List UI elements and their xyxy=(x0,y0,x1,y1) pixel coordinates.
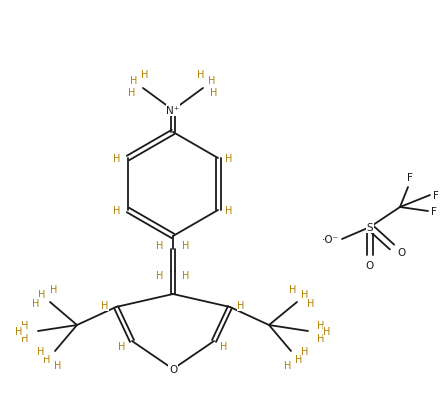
Text: H: H xyxy=(54,360,62,370)
Text: H: H xyxy=(317,333,325,343)
Text: H: H xyxy=(39,289,46,299)
Text: H: H xyxy=(37,346,45,356)
Text: H: H xyxy=(113,154,121,164)
Text: H: H xyxy=(225,206,233,216)
Text: H: H xyxy=(208,76,215,86)
Text: H: H xyxy=(323,326,331,336)
Text: H: H xyxy=(128,88,136,98)
Text: H: H xyxy=(220,341,228,351)
Text: H: H xyxy=(141,70,149,80)
Text: H: H xyxy=(182,240,190,250)
Text: H: H xyxy=(43,354,51,364)
Text: S: S xyxy=(366,223,373,233)
Text: H: H xyxy=(302,289,309,299)
Text: H: H xyxy=(237,300,245,310)
Text: O: O xyxy=(169,364,177,374)
Text: H: H xyxy=(317,320,325,330)
Text: H: H xyxy=(113,206,121,216)
Text: H: H xyxy=(307,298,314,308)
Text: F: F xyxy=(433,190,439,201)
Text: F: F xyxy=(407,173,413,183)
Text: O: O xyxy=(366,260,374,271)
Text: H: H xyxy=(289,284,297,294)
Text: ·O⁻: ·O⁻ xyxy=(321,235,339,244)
Text: H: H xyxy=(295,354,303,364)
Text: H: H xyxy=(156,271,164,280)
Text: H: H xyxy=(22,320,29,330)
Text: H: H xyxy=(284,360,292,370)
Text: N⁺: N⁺ xyxy=(166,106,180,116)
Text: H: H xyxy=(118,341,126,351)
Text: H: H xyxy=(15,326,23,336)
Text: H: H xyxy=(225,154,233,164)
Text: H: H xyxy=(50,284,58,294)
Text: H: H xyxy=(22,333,29,343)
Text: H: H xyxy=(197,70,205,80)
Text: H: H xyxy=(302,346,309,356)
Text: F: F xyxy=(431,206,437,216)
Text: O: O xyxy=(398,247,406,257)
Text: H: H xyxy=(32,298,40,308)
Text: H: H xyxy=(101,300,109,310)
Text: H: H xyxy=(210,88,218,98)
Text: H: H xyxy=(182,271,190,280)
Text: H: H xyxy=(130,76,138,86)
Text: H: H xyxy=(156,240,164,250)
